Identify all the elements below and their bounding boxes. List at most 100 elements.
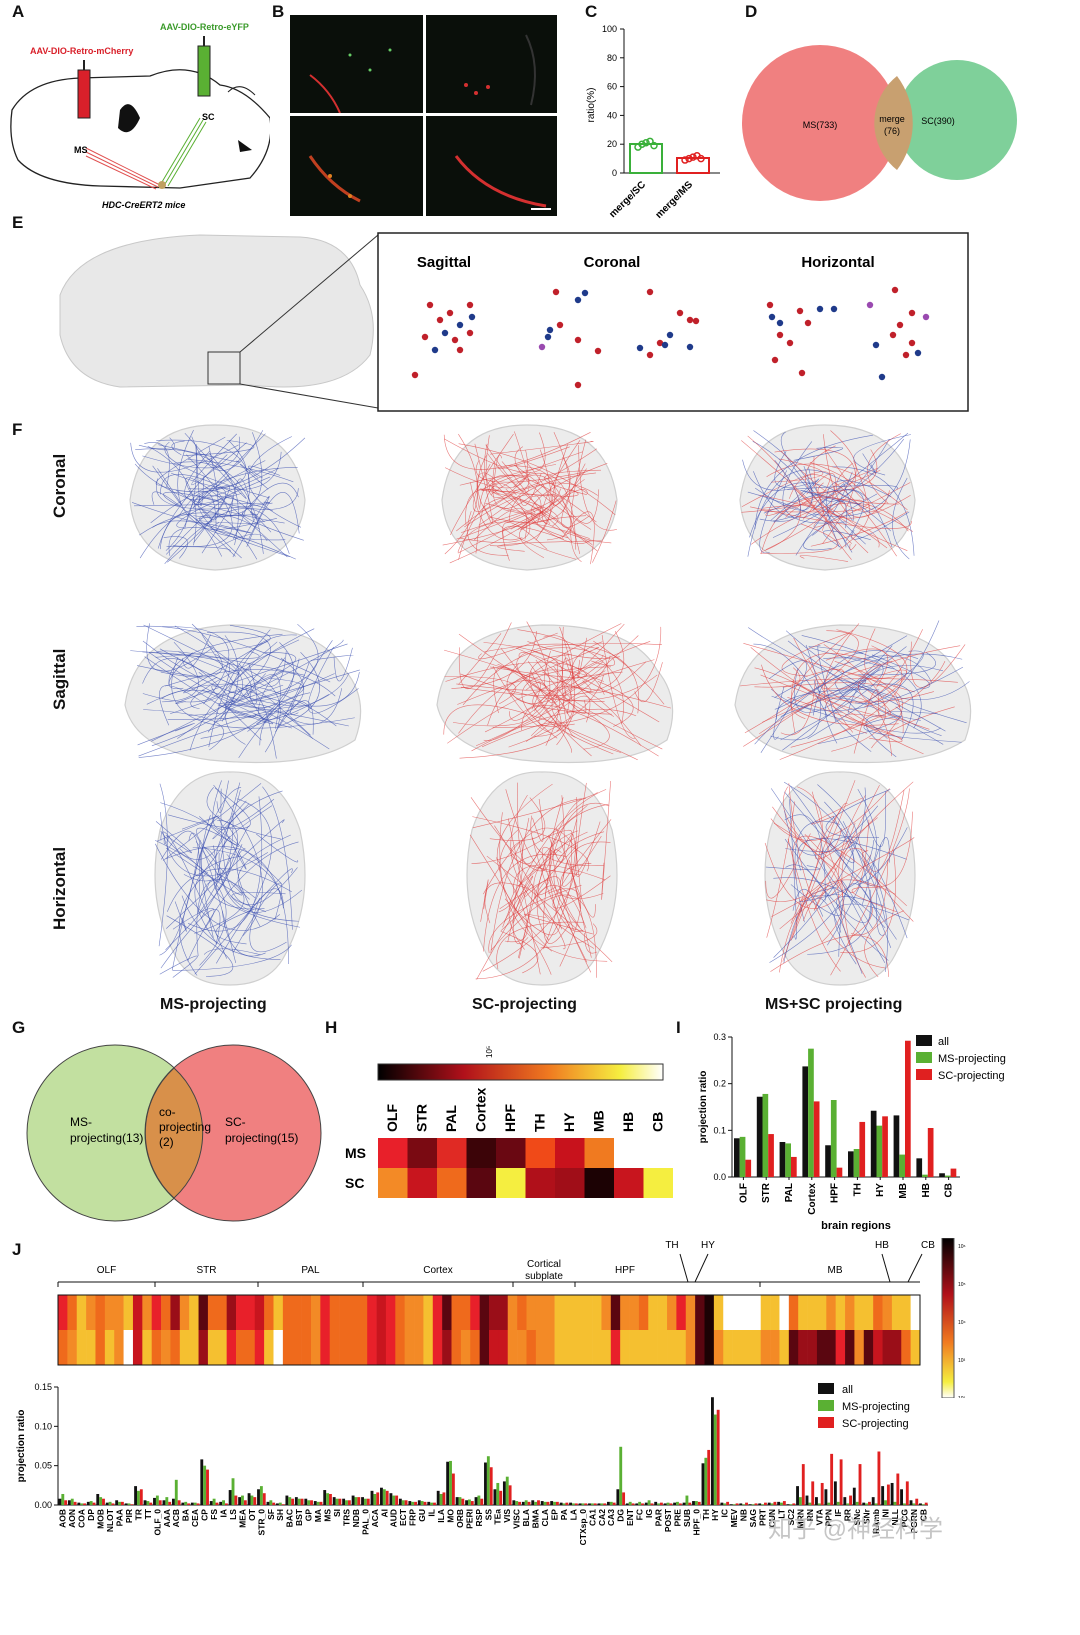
j-group-label: Cortical (527, 1259, 561, 1270)
neuron-soma-dot (872, 341, 880, 349)
j-bar (824, 1489, 828, 1505)
panel-label-d: D (745, 2, 758, 21)
j-xtick-label: FRP (408, 1509, 418, 1526)
bar-merge-ms (676, 157, 710, 174)
j-bar (130, 1504, 134, 1505)
j-bar (477, 1495, 481, 1505)
j-bar (108, 1501, 112, 1505)
mice-label: HDC-CreERT2 mice (102, 200, 185, 210)
j-xtick-label: CB (918, 1509, 928, 1521)
i-legend-swatch (916, 1052, 932, 1063)
neuron-soma-dot (466, 329, 474, 337)
panel-a-schematic: AAV-DIO-Retro-mCherry AAV-DIO-Retro-eYFP… (10, 22, 270, 210)
j-bar (543, 1501, 547, 1505)
j-xtick-label: ECT (398, 1508, 408, 1526)
j-arrow (679, 1253, 689, 1283)
j-heat-cell (891, 1330, 902, 1365)
j-heat-cell (779, 1295, 790, 1330)
j-bar (433, 1502, 436, 1505)
j-bar (124, 1503, 128, 1505)
neuron-soma-dot (830, 305, 838, 313)
j-bar (319, 1501, 323, 1505)
j-bar (761, 1504, 765, 1505)
j-bar (808, 1502, 812, 1505)
j-bar (720, 1502, 724, 1505)
j-colorbar-label: 10⁵ (958, 1282, 966, 1288)
j-bar (654, 1501, 658, 1505)
brain-outline (124, 624, 362, 764)
j-heat-cell (292, 1295, 302, 1330)
j-bar (392, 1495, 396, 1505)
j-bar (631, 1503, 635, 1505)
i-bar (944, 1175, 951, 1177)
j-bar (505, 1476, 509, 1505)
j-heat-cell (329, 1295, 340, 1330)
j-bar (288, 1497, 292, 1505)
j-bar (754, 1503, 758, 1505)
j-bar (886, 1484, 890, 1505)
j-bar (493, 1489, 497, 1505)
j-bar (222, 1500, 225, 1505)
j-bar (609, 1501, 613, 1505)
j-heat-cell (198, 1330, 209, 1365)
j-bar (692, 1501, 695, 1505)
axon-traces (764, 780, 915, 978)
j-bar (739, 1503, 743, 1505)
j-ylabel: projection ratio (16, 1410, 27, 1483)
j-bar (896, 1473, 900, 1505)
j-heat-cell (891, 1295, 902, 1330)
j-heat-cell (592, 1295, 602, 1330)
j-group-label: OLF (97, 1265, 116, 1276)
j-bar (389, 1493, 393, 1505)
j-xtick-label: POST (663, 1508, 673, 1532)
j-bar (153, 1497, 156, 1505)
j-bar (622, 1492, 626, 1505)
j-xtick-label: LS (228, 1509, 238, 1520)
j-bar (534, 1501, 538, 1505)
neuron-soma-dot (574, 336, 582, 344)
right-virus-label: AAV-DIO-Retro-eYFP (160, 22, 249, 32)
i-bar (734, 1138, 740, 1177)
venn-overlap (874, 76, 913, 170)
i-bar (950, 1168, 957, 1177)
j-heat-cell (676, 1295, 687, 1330)
i-xtick-label: PAL (784, 1183, 795, 1202)
venn-g-sc-1: SC- (225, 1115, 246, 1129)
j-bar (676, 1501, 679, 1505)
j-heat-cell (873, 1295, 883, 1330)
j-heat-cell (301, 1295, 312, 1330)
i-bar (739, 1136, 746, 1177)
j-xtick-label: MEV (729, 1509, 739, 1528)
i-bar (756, 1096, 763, 1177)
j-bar (307, 1500, 311, 1505)
j-bar (196, 1503, 200, 1505)
j-heat-cell (320, 1330, 331, 1365)
j-bar (865, 1503, 869, 1505)
j-bar (376, 1492, 380, 1505)
j-bar (408, 1501, 412, 1505)
j-heat-cell (282, 1295, 293, 1330)
j-bar (673, 1502, 677, 1505)
h-row-label: MS (345, 1145, 366, 1161)
neuron-soma-dot (798, 369, 806, 377)
j-heat-cell (563, 1330, 574, 1365)
j-heat-cell (376, 1295, 387, 1330)
j-heat-cell (798, 1295, 808, 1330)
j-heat-cell (236, 1330, 246, 1365)
j-heat-cell (161, 1295, 171, 1330)
j-bar (499, 1490, 503, 1505)
j-group-label: subplate (525, 1271, 563, 1282)
j-heat-cell (835, 1330, 846, 1365)
j-xtick-label: PAR (653, 1509, 663, 1526)
h-cell (378, 1138, 408, 1168)
j-bar (427, 1501, 431, 1505)
panel-label-c: C (585, 2, 598, 21)
i-bar (899, 1154, 905, 1177)
j-xtick-label: CA1 (587, 1509, 597, 1526)
j-bar (411, 1501, 415, 1505)
j-bar (716, 1409, 720, 1505)
ventricle-shape (118, 104, 140, 133)
neuron-soma-dot (456, 346, 464, 354)
j-xtick-label: BAC (285, 1509, 295, 1527)
